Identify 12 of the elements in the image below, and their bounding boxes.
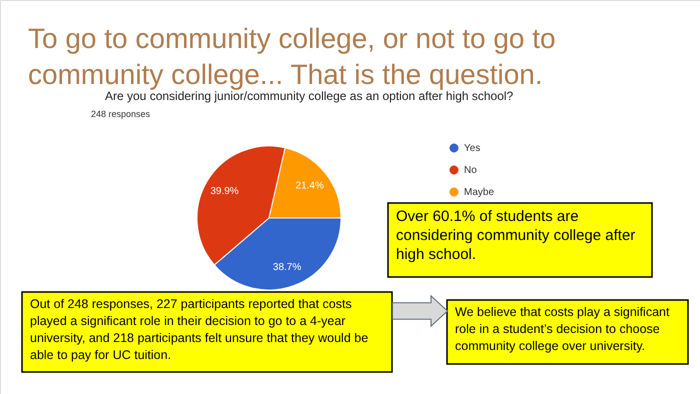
- text: Out of 248 responses, 227 participants reported that costs played a significant role in their decision to go to a 4-year university, and 218 participants felt unsure that they would be able to pay for UC tuition.: [30, 297, 368, 362]
- legend-label: Yes: [464, 143, 480, 154]
- legend-label: No: [464, 165, 478, 176]
- text: Over 60.1% of students are considering community college after high school.: [396, 208, 636, 263]
- data-label: 21.4%: [296, 180, 324, 192]
- chart-title: To go to community college, or not to go to community college... That is the question.: [28, 23, 556, 90]
- data-label: 39.9%: [210, 186, 239, 198]
- text: We believe that costs play a significant role in a student’s decision to choose community college over university.: [455, 305, 670, 353]
- chart-subtitle: Are you considering junior/community college as an option after high school?: [105, 89, 514, 103]
- text: 248 responses: [91, 109, 151, 119]
- data-label: 38.7%: [272, 262, 302, 273]
- legend-label: Maybe: [464, 187, 494, 198]
